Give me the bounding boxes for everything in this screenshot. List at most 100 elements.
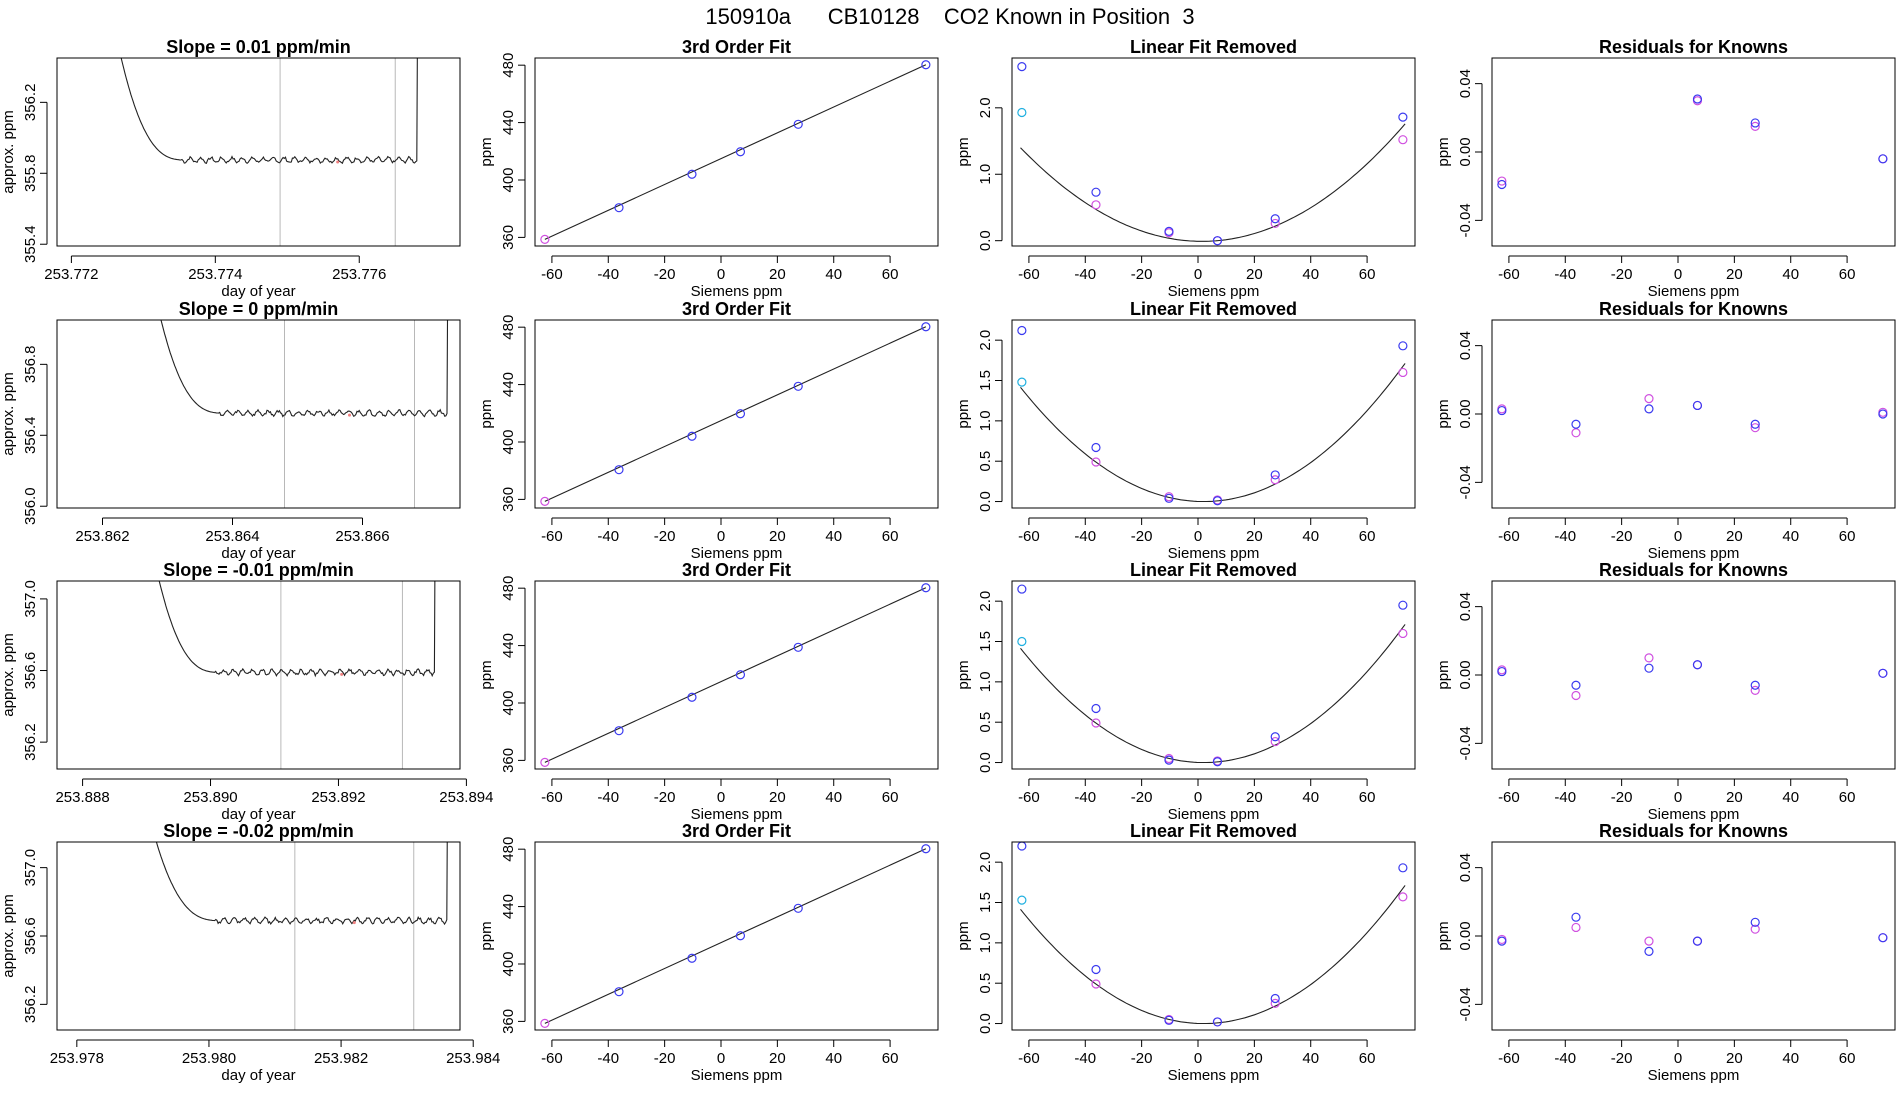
figure-title: 150910a CB10128 CO2 Known in Position 3 [705, 4, 1195, 29]
panel-0-3-magenta-point [1750, 121, 1760, 131]
panel-2-0-frame [56, 580, 461, 770]
panel-0-1-point [540, 234, 550, 244]
panel-2-2-y-tick-label: 1.5 [977, 631, 994, 652]
panel-3-0-x-tick-label: 253.984 [446, 1050, 500, 1067]
panel-2-2-quadratic-curve [1020, 624, 1406, 764]
panel-3-2-y-tick-label: 1.0 [977, 932, 994, 953]
panel-1-2-quadratic-curve [1020, 363, 1406, 503]
panel-3-2-cyan-point [1017, 895, 1027, 905]
panel-2-2-x-tick-label: 20 [1246, 789, 1263, 806]
panel-2-2-y-tick-label: 2.0 [977, 591, 994, 612]
panel-0-1-point [687, 169, 697, 179]
panel-3-0-y-tick-label: 356.6 [22, 917, 39, 955]
panel-0-3-x-tick-label: 20 [1726, 266, 1743, 283]
panel-1-3-blue-point [1692, 400, 1703, 411]
panel-0-0-title: Slope = 0.01 ppm/min [166, 37, 351, 57]
panel-3-3-blue-point [1750, 917, 1760, 927]
panel-0-3-x-tick-label: -20 [1611, 266, 1633, 283]
panel-0-2-blue-point [1212, 236, 1223, 246]
panel-3-2-quadratic-curve [1020, 885, 1406, 1025]
panel-0-2-y-tick-label: 2.0 [977, 97, 994, 118]
panel-3-2-x-axis-label: Siemens ppm [1168, 1067, 1260, 1084]
panel-0-2-x-tick-label: 40 [1302, 266, 1319, 283]
panel-2-3-magenta-point [1571, 690, 1581, 701]
panel-1-3-frame [1491, 319, 1896, 509]
panel-2-2-blue-point [1017, 584, 1027, 594]
panel-2-0-concentration-trace [158, 581, 436, 678]
panel-2-2-y-axis-label: ppm [955, 660, 972, 689]
panel-0-0-x-tick-label: 253.776 [332, 266, 386, 283]
panel-0-1-y-tick-label: 480 [500, 53, 517, 78]
panel-3-1-y-tick-label: 440 [500, 894, 517, 919]
panel-1-3-x-tick-label: 0 [1674, 528, 1682, 545]
panel-1-2-blue-point [1091, 442, 1101, 453]
panel-1-0-y-axis-label: approx. ppm [0, 372, 17, 455]
panel-1-1-y-tick-label: 400 [500, 429, 517, 454]
panel-2-2-x-tick-label: 40 [1302, 789, 1319, 806]
panel-2-2-x-tick-label: -20 [1131, 789, 1153, 806]
panel-0-2-blue-point [1091, 187, 1101, 197]
panel-2-1-x-axis-label: Siemens ppm [691, 806, 783, 823]
panel-3-1-x-tick-label: -60 [541, 1050, 563, 1067]
panel-2-1-y-axis-label: ppm [478, 660, 495, 689]
panel-1-2-frame [1011, 319, 1416, 509]
panel-2-1-x-tick-label: -60 [541, 789, 563, 806]
panel-1-1-frame [534, 319, 939, 509]
panel-3-3-x-tick-label: 40 [1782, 1050, 1799, 1067]
panel-2-1-point [540, 757, 550, 767]
panel-3-2-x-tick-label: 0 [1194, 1050, 1202, 1067]
panel-2-2-x-axis-label: Siemens ppm [1168, 806, 1260, 823]
panel-0-3-blue-point [1497, 179, 1507, 190]
panel-2-2-blue-point [1212, 757, 1223, 767]
panel-2-1-frame [534, 580, 939, 770]
panel-1-1-x-tick-label: 40 [825, 528, 842, 545]
panel-2-1-fit-line [544, 587, 927, 763]
panel-2-2-blue-point [1398, 600, 1408, 610]
panel-0-3-magenta-point [1497, 176, 1507, 186]
panel-3-3-blue-point [1644, 946, 1654, 956]
panel-1-3-blue-point [1497, 405, 1507, 416]
panel-3-2-blue-point [1398, 863, 1408, 873]
panel-2-0-x-tick-label: 253.892 [311, 789, 365, 806]
panel-3-3-x-tick-label: 20 [1726, 1050, 1743, 1067]
panel-2-3-x-tick-label: -60 [1498, 789, 1520, 806]
panel-3-3-x-tick-label: 60 [1839, 1050, 1856, 1067]
panel-2-0-x-tick-label: 253.894 [439, 789, 493, 806]
panel-2-3-y-axis-label: ppm [1435, 660, 1452, 689]
panel-1-3-x-tick-label: -60 [1498, 528, 1520, 545]
panel-1-3-x-tick-label: -20 [1611, 528, 1633, 545]
panel-2-3-blue-point [1878, 668, 1888, 678]
panel-1-1-x-tick-label: -60 [541, 528, 563, 545]
panel-3-1-point [687, 953, 697, 963]
panel-1-0-x-axis-label: day of year [221, 545, 295, 562]
panel-3-1-x-tick-label: 60 [882, 1050, 899, 1067]
panel-1-3-blue-point [1644, 404, 1654, 414]
panel-3-3-y-axis-label: ppm [1435, 921, 1452, 950]
panel-1-2-x-tick-label: -60 [1018, 528, 1040, 545]
panel-3-1-x-tick-label: -20 [654, 1050, 676, 1067]
panel-1-2-y-axis-label: ppm [955, 399, 972, 428]
panel-1-1-title: 3rd Order Fit [682, 299, 791, 319]
panel-0-3-y-tick-label: -0.04 [1457, 203, 1474, 237]
panel-2-1-x-tick-label: 60 [882, 789, 899, 806]
panel-1-0-x-tick-label: 253.866 [335, 528, 389, 545]
panel-3-1-x-tick-label: 40 [825, 1050, 842, 1067]
panel-1-1-point [735, 409, 746, 419]
panel-2-3-y-tick-label: 0.04 [1457, 592, 1474, 621]
panel-2-2-cyan-point [1017, 636, 1027, 647]
panel-0-2-blue-point [1398, 112, 1408, 122]
panel-0-3-title: Residuals for Knowns [1599, 37, 1788, 57]
panel-1-2-x-tick-label: 0 [1194, 528, 1202, 545]
panel-3-1-point [540, 1018, 550, 1028]
panel-0-1-frame [534, 57, 939, 247]
panel-3-3-y-tick-label: 0.00 [1457, 921, 1474, 950]
panel-1-2-x-tick-label: 40 [1302, 528, 1319, 545]
panel-0-2-title: Linear Fit Removed [1130, 37, 1297, 57]
panel-3-1-y-tick-label: 480 [500, 837, 517, 862]
panel-1-3-blue-point [1750, 419, 1760, 429]
panel-0-0-x-tick-label: 253.774 [188, 266, 242, 283]
panel-0-3-x-tick-label: 60 [1839, 266, 1856, 283]
panel-3-1-point [735, 931, 746, 941]
panel-2-3-blue-point [1497, 666, 1507, 677]
panel-2-2-y-tick-label: 1.0 [977, 671, 994, 692]
